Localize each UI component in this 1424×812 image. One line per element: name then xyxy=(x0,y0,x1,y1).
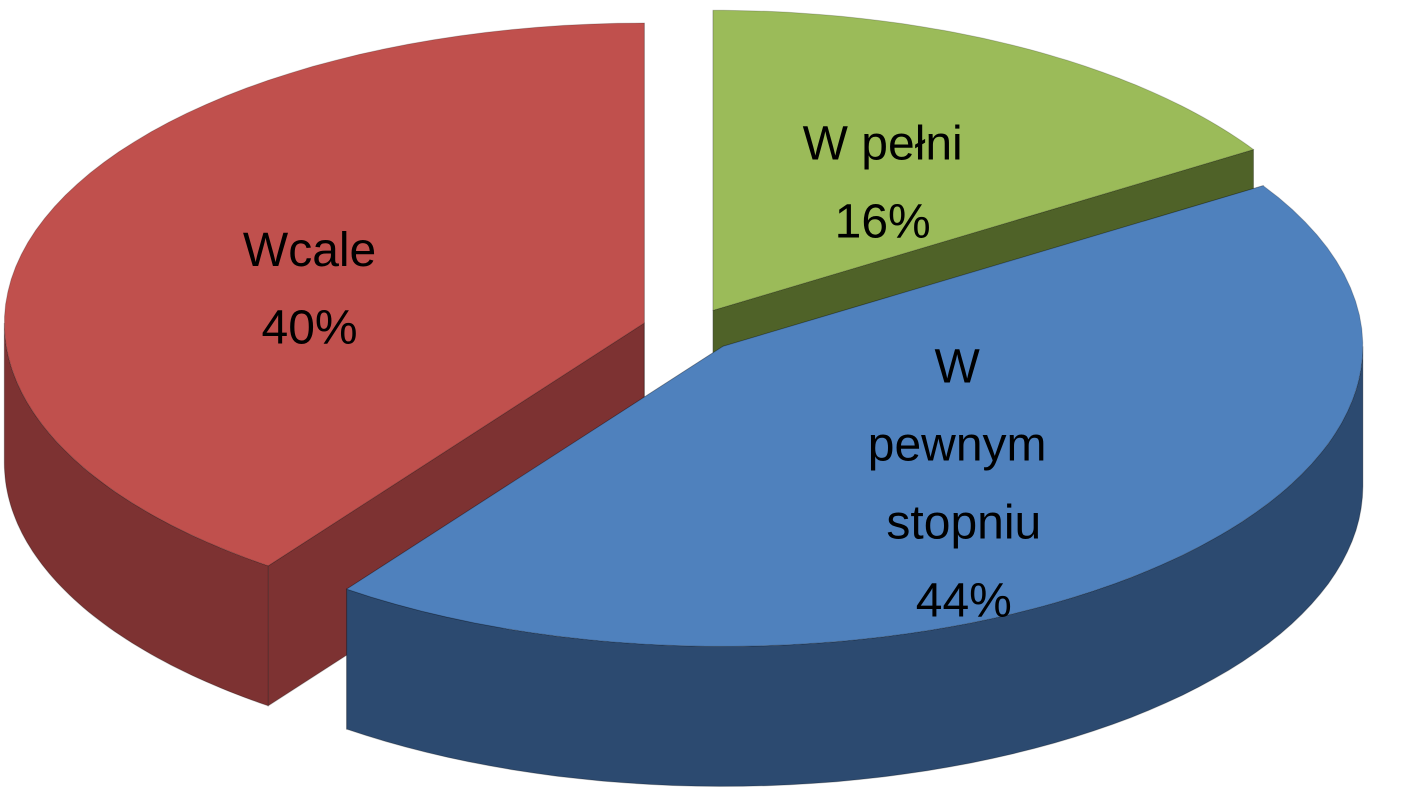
value-label: 40% xyxy=(262,302,358,355)
category-label: W pewnym stopniu xyxy=(868,340,1060,549)
category-label: W pełni xyxy=(803,117,963,170)
slice xyxy=(345,185,1364,647)
value-label: 44% xyxy=(916,574,1012,627)
slice xyxy=(712,9,1255,311)
slice xyxy=(4,22,645,567)
value-label: 16% xyxy=(835,195,931,248)
slice-wall xyxy=(3,322,269,707)
slice-wall xyxy=(346,346,1364,787)
category-label: Wcale xyxy=(243,224,376,277)
